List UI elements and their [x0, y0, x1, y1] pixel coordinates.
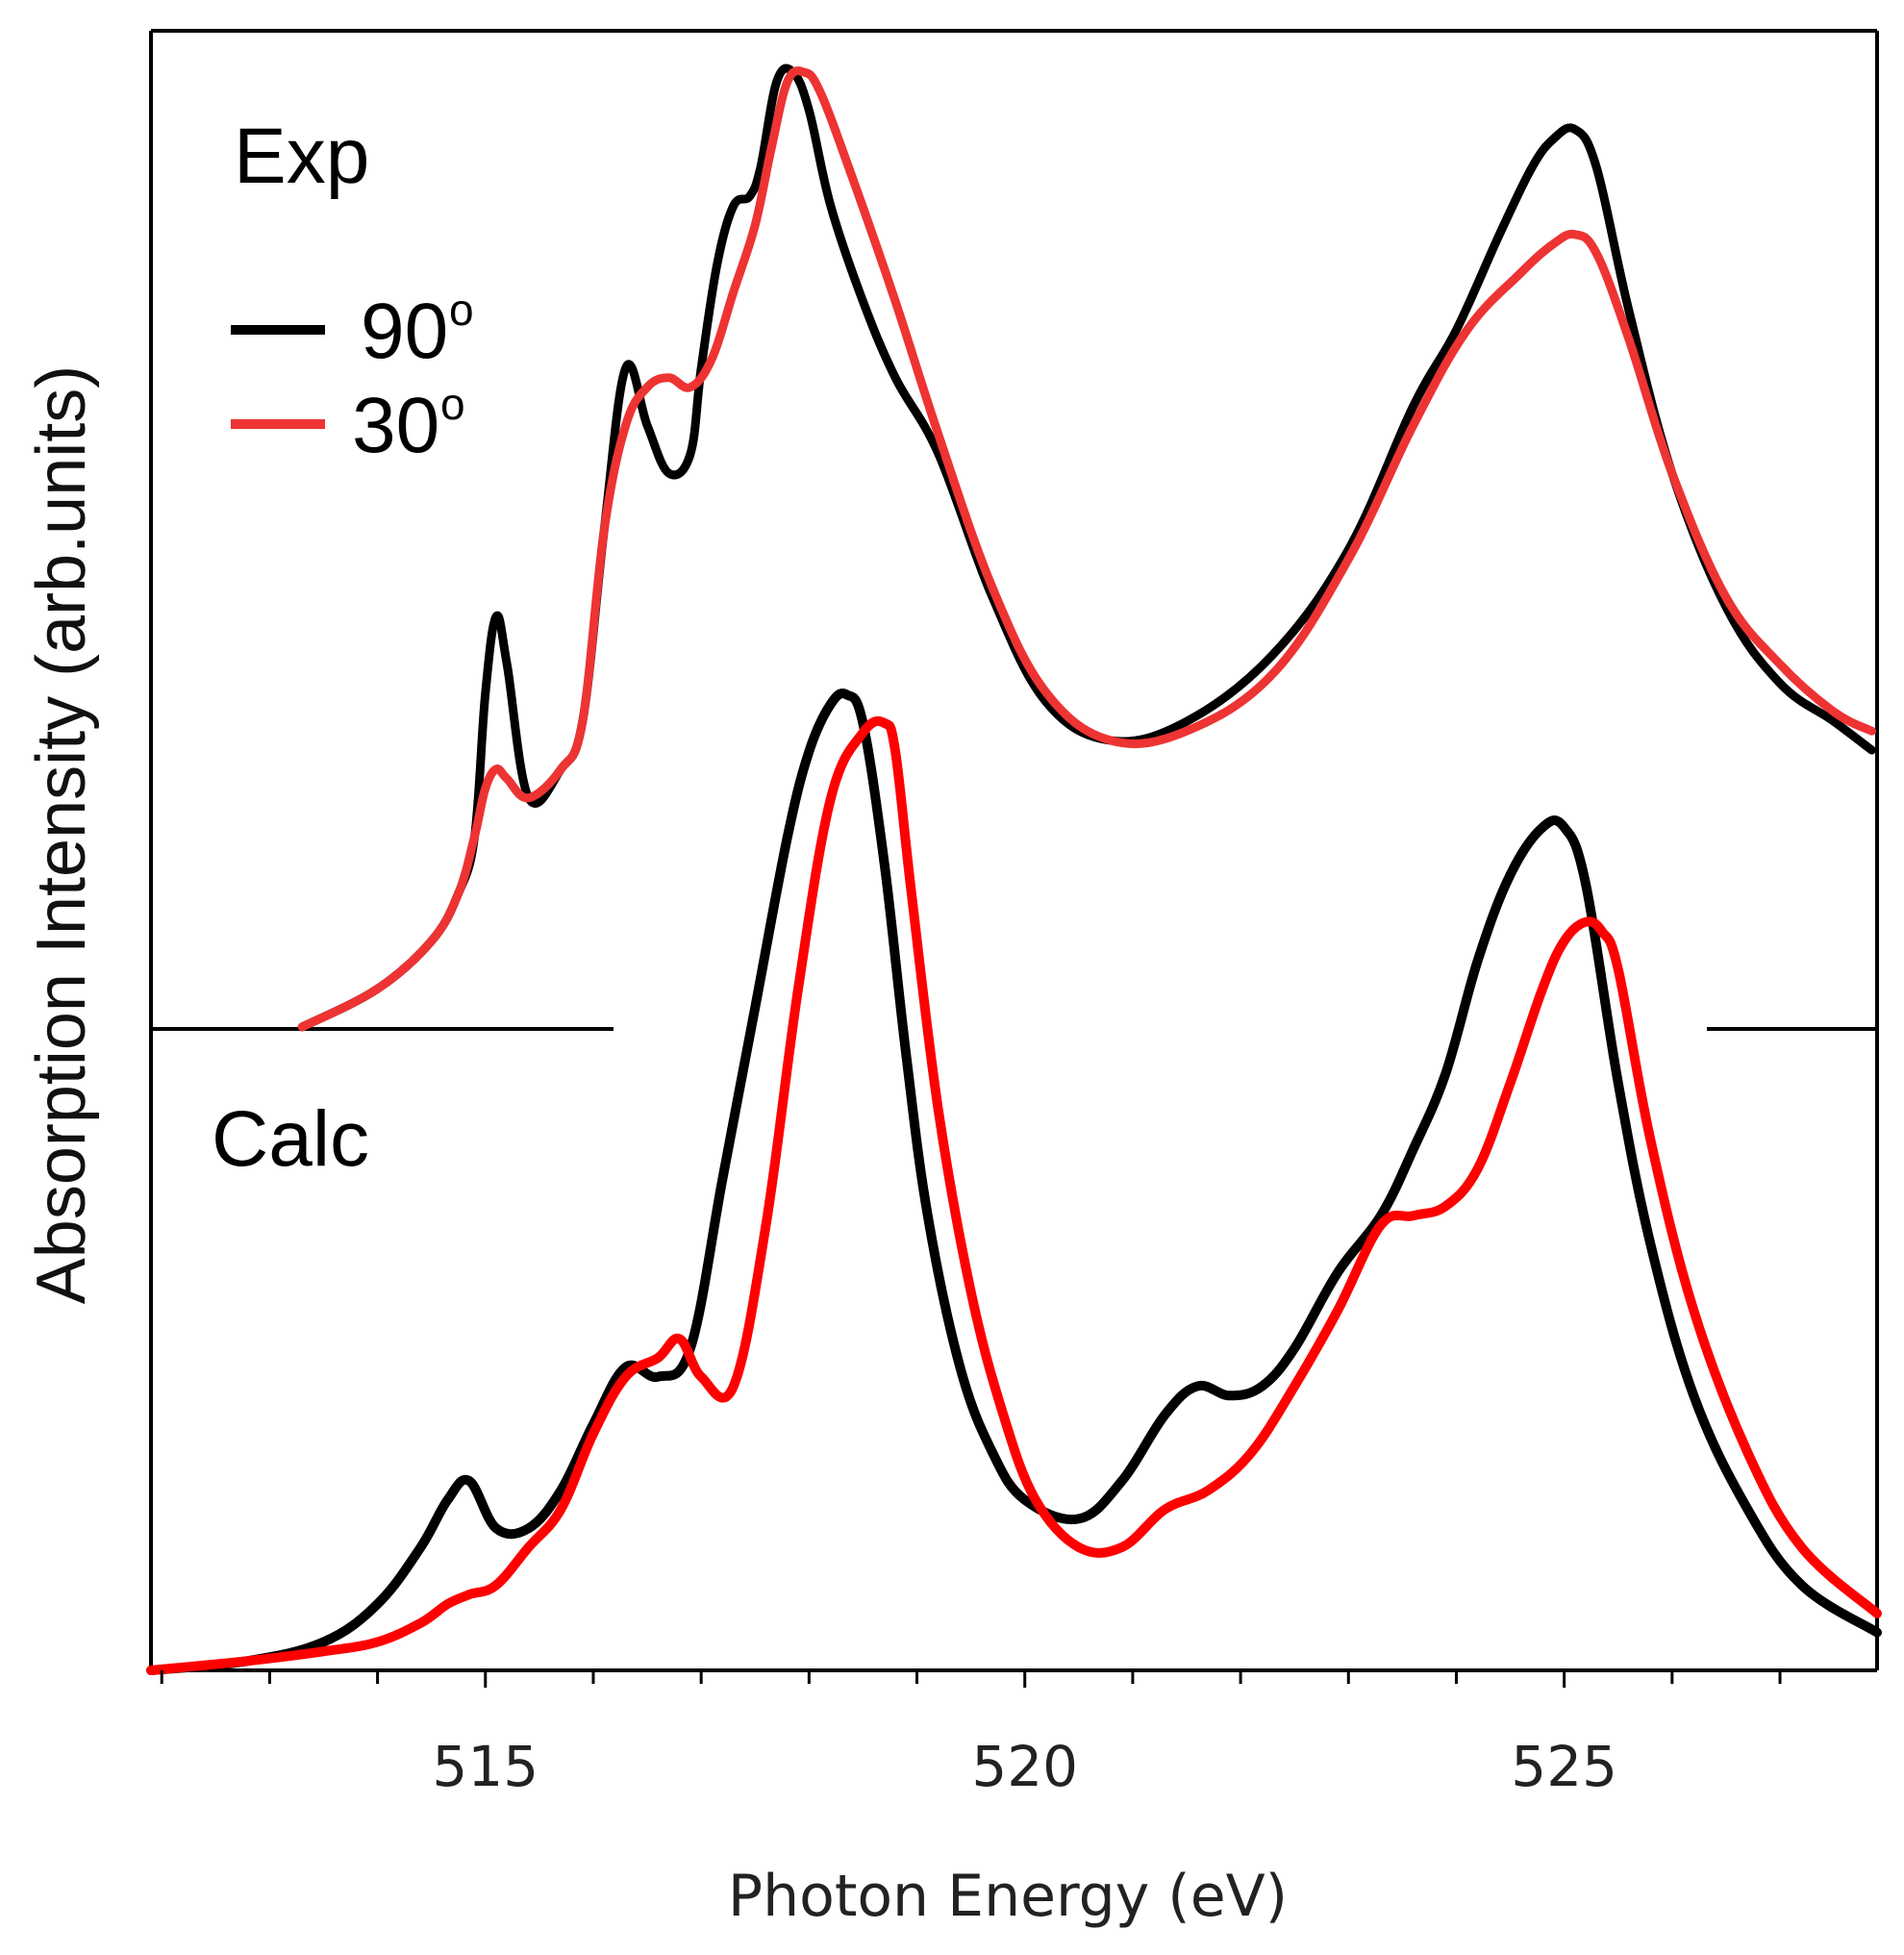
x-tick-label-515: 515	[432, 1734, 539, 1799]
x-tick-label-520: 520	[971, 1734, 1078, 1799]
x-axis-label: Photon Energy (eV)	[728, 1863, 1288, 1930]
legend-label-90: 90	[361, 288, 448, 375]
x-axis-ticks	[160, 1670, 1782, 1688]
x-tick-label-525: 525	[1511, 1734, 1617, 1799]
frame-layer	[149, 29, 1879, 1672]
legend: 90 o 30 o	[231, 285, 474, 469]
series-exp-30o	[297, 66, 1876, 1032]
series-exp-90o	[297, 63, 1876, 1032]
series-layer	[146, 63, 1882, 1675]
legend-superscript-30: o	[440, 379, 465, 429]
legend-label-30: 30	[352, 382, 439, 469]
panel-label-calc: Calc	[212, 1095, 369, 1183]
legend-superscript-90: o	[449, 285, 474, 335]
series-calc-90o	[146, 689, 1882, 1675]
panel-label-exp: Exp	[234, 113, 369, 200]
x-axis-tick-labels: 515 520 525	[432, 1734, 1617, 1799]
series-calc-30o	[146, 715, 1882, 1675]
y-axis-label: Absorption Intensity (arb.units)	[23, 365, 100, 1304]
